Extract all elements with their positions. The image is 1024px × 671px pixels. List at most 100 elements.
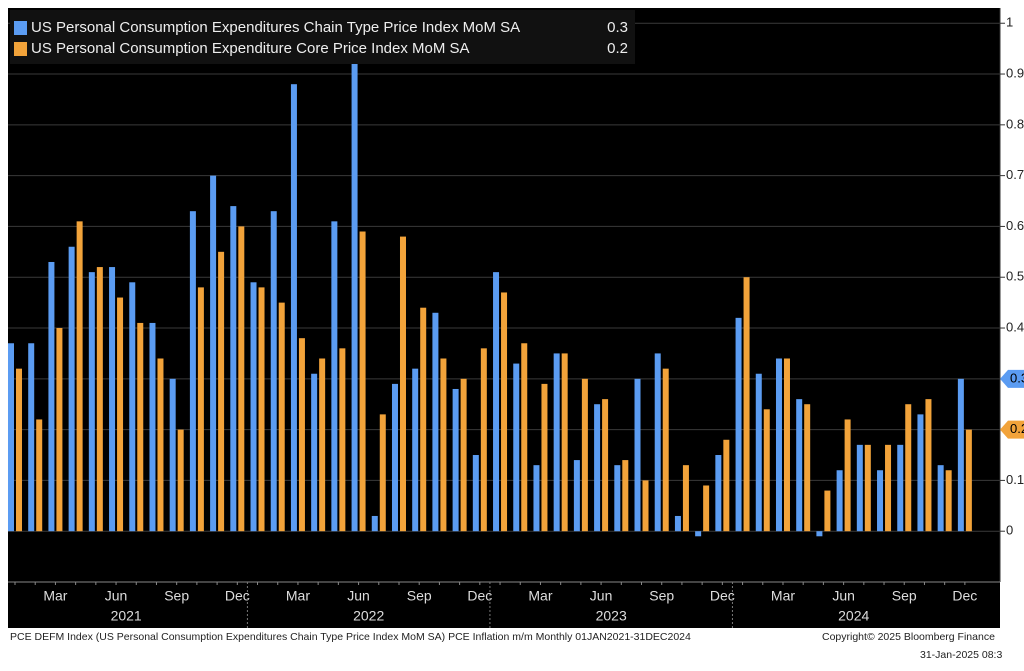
bar xyxy=(662,368,669,532)
bar xyxy=(197,287,204,532)
bar xyxy=(8,343,14,532)
x-year-label: 2024 xyxy=(838,608,869,624)
bar xyxy=(460,378,467,532)
bar xyxy=(432,312,439,532)
bar xyxy=(763,409,770,532)
bar xyxy=(945,470,952,532)
bar xyxy=(594,404,601,532)
bar xyxy=(816,531,823,537)
bar xyxy=(189,211,196,532)
bar xyxy=(602,399,609,532)
bar xyxy=(703,485,710,532)
y-tick-label: 0.9 xyxy=(1006,65,1024,80)
bar xyxy=(614,465,621,532)
bar xyxy=(16,368,22,532)
bar xyxy=(965,429,972,532)
bar xyxy=(553,353,560,532)
bar xyxy=(957,378,964,532)
legend-value: 0.3 xyxy=(607,19,628,36)
bar xyxy=(258,287,265,532)
bar xyxy=(877,470,884,532)
x-tick-label: Jun xyxy=(347,588,370,604)
bar xyxy=(270,211,277,532)
x-tick-label: Mar xyxy=(43,588,67,604)
x-tick-label: Sep xyxy=(892,588,917,604)
last-value-tag xyxy=(1000,420,1024,439)
bar xyxy=(856,444,863,532)
bar xyxy=(311,373,318,532)
bar xyxy=(885,444,892,532)
bar xyxy=(218,251,225,532)
x-year-label: 2021 xyxy=(111,608,142,624)
bar xyxy=(169,378,176,532)
bar xyxy=(634,378,641,532)
bar xyxy=(36,419,43,532)
bar xyxy=(238,226,245,532)
bar xyxy=(68,246,75,532)
bar xyxy=(177,429,184,532)
bar xyxy=(796,399,803,532)
bar xyxy=(674,515,681,532)
x-year-label: 2022 xyxy=(353,608,384,624)
legend: US Personal Consumption Expenditures Cha… xyxy=(10,10,635,64)
y-tick-label: 0.7 xyxy=(1006,167,1024,182)
bar xyxy=(56,328,63,532)
bar xyxy=(48,261,55,532)
x-tick-label: Mar xyxy=(286,588,310,604)
y-tick-label: 0.8 xyxy=(1006,116,1024,131)
bar xyxy=(359,231,366,532)
bar xyxy=(96,267,103,532)
bar xyxy=(412,368,419,532)
bar xyxy=(622,460,629,532)
bar xyxy=(149,322,156,532)
bars xyxy=(8,53,972,537)
bar xyxy=(399,236,406,532)
bar xyxy=(210,175,217,532)
last-value-label: 0.2 xyxy=(1010,421,1024,436)
bar xyxy=(743,277,750,532)
bar xyxy=(723,439,730,532)
bar xyxy=(319,358,326,532)
x-tick-label: Jun xyxy=(105,588,128,604)
bar xyxy=(117,297,124,532)
y-tick-label: 0.1 xyxy=(1006,472,1024,487)
bar xyxy=(804,404,811,532)
x-year-label: 2023 xyxy=(596,608,627,624)
bar xyxy=(371,515,378,532)
last-value-tag xyxy=(1000,369,1024,388)
bar xyxy=(250,282,257,532)
bar xyxy=(581,378,588,532)
y-tick-label: 0.5 xyxy=(1006,269,1024,284)
bar xyxy=(391,383,398,532)
footer-copyright: Copyright© 2025 Bloomberg Finance xyxy=(822,631,995,643)
bar xyxy=(157,358,164,532)
bar xyxy=(493,272,500,532)
legend-value: 0.2 xyxy=(607,40,628,57)
y-tick-label: 0.6 xyxy=(1006,218,1024,233)
bar xyxy=(836,470,843,532)
bar xyxy=(897,444,904,532)
bar xyxy=(331,221,338,532)
bar xyxy=(339,348,346,532)
bar xyxy=(472,455,479,532)
bar xyxy=(755,373,762,532)
x-tick-label: Dec xyxy=(467,588,492,604)
x-tick-label: Dec xyxy=(710,588,735,604)
bar xyxy=(452,388,459,532)
y-tick-label: 0.4 xyxy=(1006,319,1024,334)
bar xyxy=(278,302,285,532)
axes: 0 0.1 0.2 0.3 0.4 0.5 0.6 0.7 0.8 0.9 1 Mar Jun Sep De… xyxy=(8,8,1024,628)
bar xyxy=(440,358,447,532)
bar xyxy=(917,414,924,532)
bar xyxy=(88,272,95,532)
bar xyxy=(298,338,305,532)
bar xyxy=(695,531,702,537)
x-tick-label: Sep xyxy=(407,588,432,604)
bar xyxy=(533,465,540,532)
y-tick-label: 1 xyxy=(1006,15,1013,30)
bar xyxy=(925,399,932,532)
bar xyxy=(379,414,386,532)
footer-source: PCE DEFM Index (US Personal Consumption … xyxy=(10,631,691,643)
bar xyxy=(28,343,35,532)
